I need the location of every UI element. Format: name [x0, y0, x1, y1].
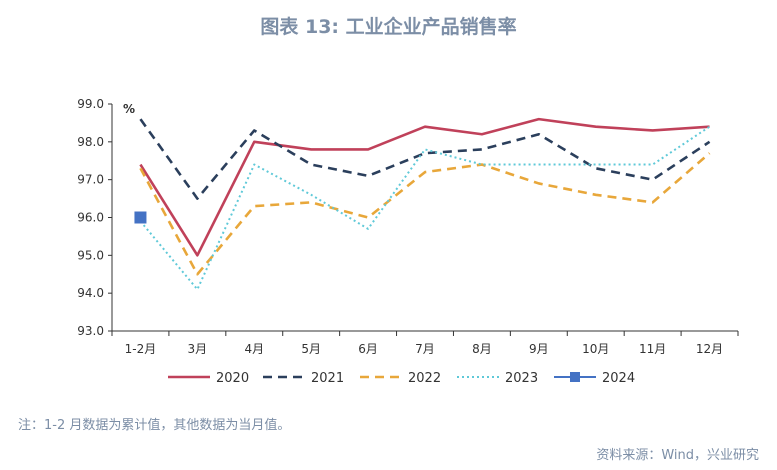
x-tick-label: 5月: [301, 342, 321, 356]
x-tick-label: 3月: [188, 342, 208, 356]
x-tick-label: 4月: [244, 342, 264, 356]
y-tick-label: 97.0: [77, 173, 104, 187]
y-tick-label: 98.0: [77, 135, 104, 149]
series-2021-line: [139, 118, 711, 200]
source-text: 资料来源：Wind，兴业研究: [596, 448, 759, 463]
legend-label-2020: 2020: [216, 371, 249, 386]
y-tick-label: 96.0: [77, 211, 104, 225]
x-tick-label: 12月: [696, 342, 723, 356]
x-tick-label: 1-2月: [125, 342, 157, 356]
series-2023-line: [139, 125, 711, 291]
series-layer: [134, 117, 711, 291]
y-tick-label: 93.0: [77, 324, 104, 338]
legend-marker-2024: [570, 372, 580, 382]
x-tick-label: 6月: [358, 342, 378, 356]
series-2024-point: [134, 211, 147, 224]
y-tick-label: 95.0: [77, 248, 104, 262]
y-tick-label: 99.0: [77, 97, 104, 111]
legend-label-2024: 2024: [602, 371, 635, 386]
legend-label-2022: 2022: [408, 371, 441, 386]
legend-label-2021: 2021: [311, 371, 344, 386]
y-tick-label: 94.0: [77, 286, 104, 300]
x-tick-label: 7月: [415, 342, 435, 356]
series-2020-line: [139, 117, 710, 257]
legend: 2020 2021 2022 2023 2024: [168, 371, 635, 386]
chart-title: 图表 13: 工业企业产品销售率: [260, 16, 517, 38]
legend-label-2023: 2023: [505, 371, 538, 386]
x-tick-label: 10月: [582, 342, 609, 356]
x-tick-label: 9月: [529, 342, 549, 356]
axes: 93.0 94.0 95.0 96.0 97.0 98.0 99.0 1-2月 3月 4月 5月 6月…: [77, 97, 739, 356]
footnote: 注：1-2 月数据为累计值，其他数据为当月值。: [18, 418, 291, 433]
x-tick-label: 11月: [639, 342, 666, 356]
series-2022-line: [139, 152, 711, 276]
unit-label: %: [123, 102, 135, 116]
x-tick-label: 8月: [472, 342, 492, 356]
